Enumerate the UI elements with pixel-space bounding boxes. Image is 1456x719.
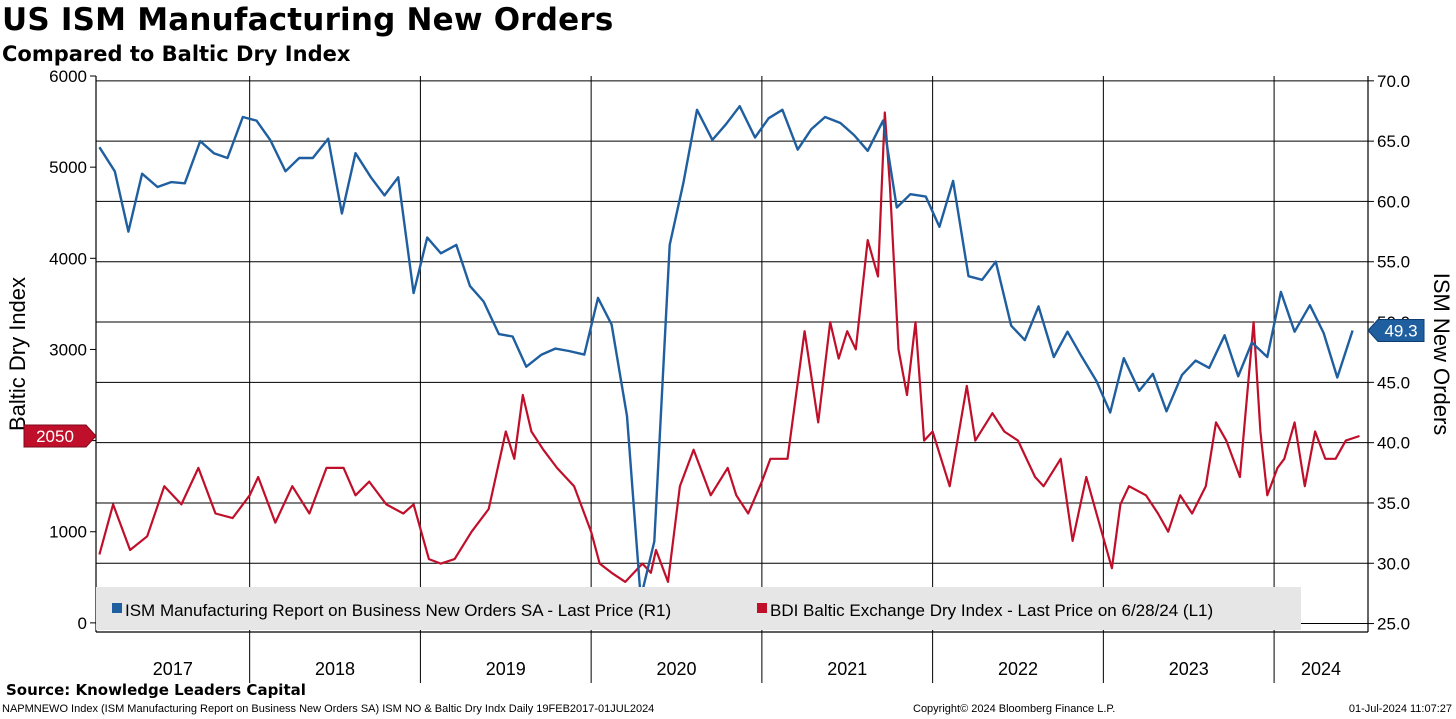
legend-background — [96, 587, 1301, 630]
left-tick-label: 1000 — [49, 523, 87, 542]
year-label: 2018 — [315, 659, 355, 679]
ism-series — [98, 104, 1354, 600]
ism-last-value: 49.3 — [1384, 321, 1417, 340]
year-dividers — [249, 632, 1275, 683]
chart-subtitle: Compared to Baltic Dry Index — [2, 42, 351, 66]
right-tick-label: 60.0 — [1377, 192, 1410, 211]
bdi-last-value: 2050 — [36, 427, 74, 446]
year-label: 2019 — [486, 659, 526, 679]
left-axis-label: Baltic Dry Index — [5, 277, 30, 431]
right-axis-ticks: 25.030.035.040.045.050.055.060.065.070.0 — [1368, 72, 1410, 634]
right-tick-label: 65.0 — [1377, 132, 1410, 151]
year-label: 2024 — [1301, 659, 1341, 679]
right-tick-label: 40.0 — [1377, 434, 1410, 453]
right-tick-label: 70.0 — [1377, 72, 1410, 91]
left-tick-label: 4000 — [49, 249, 87, 268]
left-tick-label: 3000 — [49, 340, 87, 359]
right-axis-label: ISM New Orders — [1429, 273, 1454, 436]
year-label: 2022 — [998, 659, 1038, 679]
legend-swatch-bdi — [757, 603, 767, 613]
footer-copyright: Copyright© 2024 Bloomberg Finance L.P. — [913, 703, 1116, 715]
left-axis-ticks: 0100020003000400050006000 — [49, 67, 96, 633]
x-axis-ticks: 2017 2018 2019 2020 2021 2022 2023 2024 — [153, 659, 1341, 679]
year-label: 2021 — [827, 659, 867, 679]
left-tick-label: 6000 — [49, 67, 87, 86]
ism-line — [98, 104, 1354, 600]
legend: ISM Manufacturing Report on Business New… — [96, 587, 1301, 630]
right-tick-label: 35.0 — [1377, 494, 1410, 513]
year-label: 2023 — [1169, 659, 1209, 679]
bdi-series — [98, 111, 1360, 584]
axes — [95, 76, 1369, 633]
right-tick-label: 45.0 — [1377, 373, 1410, 392]
right-tick-label: 25.0 — [1377, 615, 1410, 634]
footer-timestamp: 01-Jul-2024 11:07:27 — [1348, 703, 1452, 715]
ism-last-value-badge — [1367, 318, 1425, 342]
right-tick-label: 55.0 — [1377, 253, 1410, 272]
year-label: 2017 — [153, 659, 193, 679]
legend-entry-bdi: BDI Baltic Exchange Dry Index - Last Pri… — [770, 601, 1213, 620]
bdi-last-value-badge — [23, 424, 97, 448]
source-note: Source: Knowledge Leaders Capital — [6, 681, 306, 699]
grid — [96, 76, 1368, 632]
legend-entry-ism: ISM Manufacturing Report on Business New… — [125, 601, 671, 620]
left-tick-label: 5000 — [49, 158, 87, 177]
legend-swatch-ism — [112, 603, 122, 613]
bdi-line — [98, 111, 1360, 584]
left-tick-label: 0 — [78, 614, 87, 633]
right-tick-label: 30.0 — [1377, 554, 1410, 573]
chart-title: US ISM Manufacturing New Orders — [2, 2, 614, 38]
last-value-labels: 49.3 2050 — [23, 318, 1425, 448]
footer-description: NAPMNEWO Index (ISM Manufacturing Report… — [2, 703, 655, 715]
year-label: 2020 — [656, 659, 696, 679]
